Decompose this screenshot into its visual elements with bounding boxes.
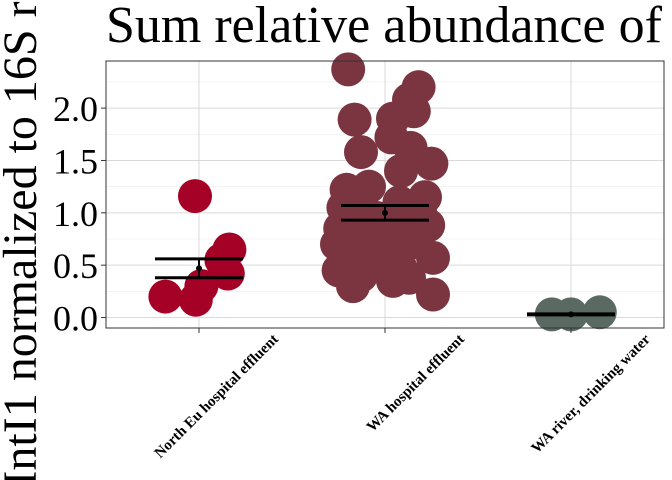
x-tick-label: WA river, drinking water bbox=[529, 331, 654, 456]
y-tick-label: 2.0 bbox=[53, 89, 98, 129]
data-point bbox=[352, 169, 386, 204]
y-axis-ticks: 0.0 0.5 1.0 1.5 2.0 bbox=[53, 89, 106, 339]
data-point bbox=[384, 153, 418, 188]
y-tick-label: 0.5 bbox=[53, 246, 98, 286]
data-point bbox=[210, 256, 245, 291]
mean-marker bbox=[568, 311, 574, 318]
error-bars bbox=[155, 203, 615, 318]
x-tick-label: WA hospital effluent bbox=[364, 332, 468, 436]
data-point bbox=[582, 295, 617, 330]
y-tick-label: 0.0 bbox=[53, 299, 98, 339]
y-tick-label: 1.5 bbox=[53, 141, 98, 181]
x-tick-label: North Eu hospital effluent bbox=[152, 332, 282, 462]
data-point bbox=[364, 235, 398, 270]
chart-title: Sum relative abundance of bbox=[106, 0, 663, 54]
data-point bbox=[416, 277, 450, 312]
data-points bbox=[148, 52, 617, 332]
data-point bbox=[331, 52, 366, 87]
data-point bbox=[336, 269, 370, 304]
data-point bbox=[400, 225, 434, 260]
data-point bbox=[344, 135, 378, 170]
data-point bbox=[148, 279, 183, 314]
y-tick-label: 1.0 bbox=[53, 194, 98, 234]
data-point bbox=[376, 263, 410, 298]
x-axis-ticks: North Eu hospital effluent WA hospital ef… bbox=[152, 328, 654, 462]
mean-marker bbox=[196, 265, 202, 272]
data-point bbox=[178, 282, 213, 317]
data-point bbox=[414, 146, 449, 181]
y-axis-label: IntI1 normalized to 16S r bbox=[0, 1, 47, 480]
data-point bbox=[337, 102, 372, 137]
data-point bbox=[178, 179, 212, 214]
mean-marker bbox=[382, 209, 388, 216]
